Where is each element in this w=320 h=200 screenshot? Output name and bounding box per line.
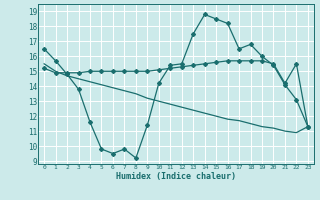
X-axis label: Humidex (Indice chaleur): Humidex (Indice chaleur) bbox=[116, 172, 236, 181]
